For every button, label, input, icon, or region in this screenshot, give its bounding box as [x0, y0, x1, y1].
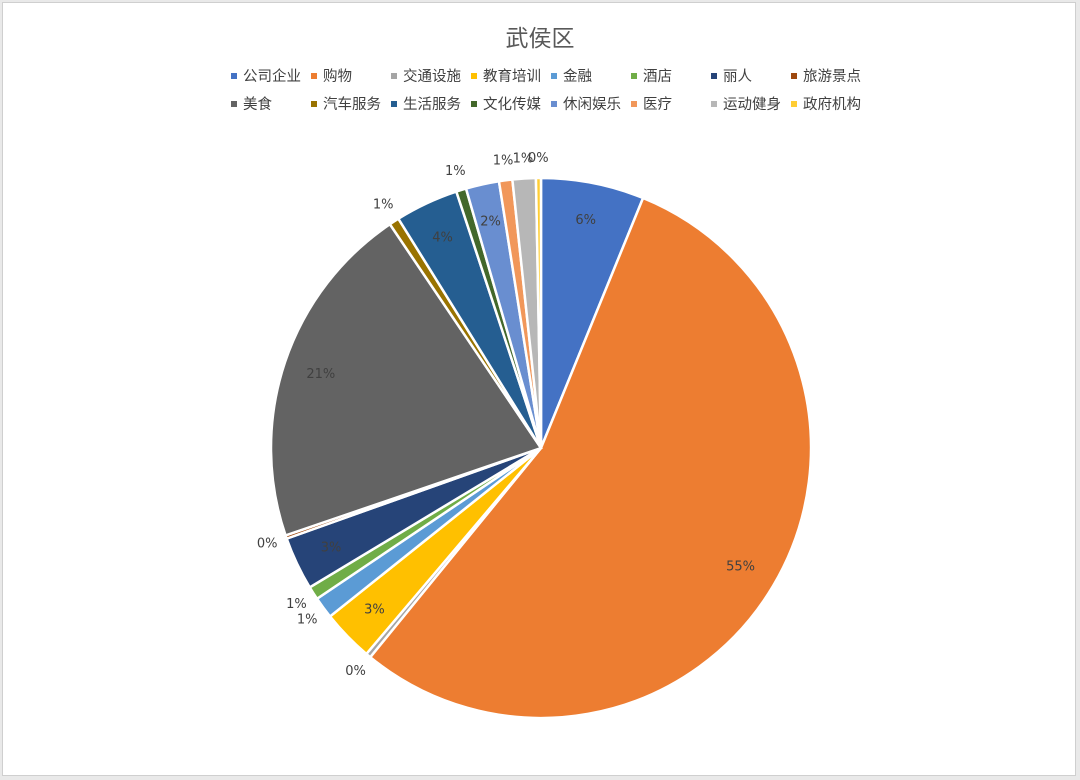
legend-item[interactable]: 运动健身 — [711, 93, 791, 114]
legend-swatch — [231, 72, 237, 79]
data-label: 4% — [432, 231, 453, 246]
legend-label: 美食 — [243, 97, 272, 113]
legend-swatch — [551, 100, 557, 107]
legend-label: 公司企业 — [243, 69, 301, 85]
legend-label: 金融 — [563, 69, 592, 85]
data-label: 0% — [345, 664, 366, 679]
legend-label: 运动健身 — [723, 97, 781, 113]
legend-item[interactable]: 公司企业 — [231, 65, 311, 86]
data-label: 0% — [257, 537, 278, 552]
legend-label: 丽人 — [723, 69, 752, 85]
chart-title: 武侯区 — [505, 26, 575, 52]
data-label: 6% — [575, 213, 596, 228]
legend-swatch — [311, 72, 317, 79]
data-label: 1% — [513, 152, 534, 167]
legend-swatch — [791, 100, 797, 107]
data-label: 21% — [306, 367, 335, 382]
data-label: 1% — [493, 154, 514, 169]
legend-item[interactable]: 休闲娱乐 — [551, 93, 631, 114]
data-label: 1% — [373, 198, 394, 213]
legend-swatch — [311, 100, 317, 107]
legend-label: 生活服务 — [403, 97, 461, 113]
legend: 公司企业 购物 交通设施 教育培训 金融 酒店 丽人 旅游景点美食 汽车服务 生活服务 文化传媒 休闲… — [231, 65, 891, 114]
legend-swatch — [791, 72, 797, 79]
legend-label: 购物 — [323, 69, 352, 85]
legend-label: 旅游景点 — [803, 69, 861, 85]
legend-item[interactable]: 政府机构 — [791, 93, 871, 114]
legend-label: 文化传媒 — [483, 97, 541, 113]
data-label: 1% — [445, 164, 466, 179]
data-label: 3% — [364, 603, 385, 618]
legend-item[interactable]: 旅游景点 — [791, 65, 871, 86]
data-label: 1% — [286, 597, 307, 612]
legend-item[interactable]: 汽车服务 — [311, 93, 391, 114]
legend-swatch — [631, 100, 637, 107]
legend-item[interactable]: 医疗 — [631, 93, 711, 114]
legend-label: 政府机构 — [803, 97, 861, 113]
legend-swatch — [391, 100, 397, 107]
legend-swatch — [231, 100, 237, 107]
legend-label: 休闲娱乐 — [563, 97, 621, 113]
data-label: 2% — [480, 214, 501, 229]
data-label: 55% — [726, 560, 755, 575]
legend-item[interactable]: 金融 — [551, 65, 631, 86]
data-label: 1% — [297, 613, 318, 628]
legend-swatch — [471, 100, 477, 107]
legend-swatch — [471, 72, 477, 79]
legend-item[interactable]: 生活服务 — [391, 93, 471, 114]
data-label: 3% — [321, 540, 342, 555]
data-label: 0% — [528, 151, 549, 166]
legend-item[interactable]: 教育培训 — [471, 65, 551, 86]
pie-slice[interactable] — [534, 176, 543, 449]
legend-swatch — [711, 72, 717, 79]
legend-item[interactable]: 购物 — [311, 65, 391, 86]
legend-item[interactable]: 美食 — [231, 93, 311, 114]
legend-swatch — [551, 72, 557, 79]
legend-label: 交通设施 — [403, 69, 461, 85]
legend-swatch — [631, 72, 637, 79]
legend-label: 汽车服务 — [323, 97, 381, 113]
pie-slice[interactable] — [269, 222, 543, 538]
legend-label: 教育培训 — [483, 69, 541, 85]
legend-label: 医疗 — [643, 97, 672, 113]
legend-swatch — [711, 100, 717, 107]
legend-item[interactable]: 丽人 — [711, 65, 791, 86]
legend-label: 酒店 — [643, 69, 672, 85]
pie-slice[interactable] — [368, 196, 813, 720]
legend-item[interactable]: 酒店 — [631, 65, 711, 86]
legend-item[interactable]: 文化传媒 — [471, 93, 551, 114]
legend-item[interactable]: 交通设施 — [391, 65, 471, 86]
legend-swatch — [391, 72, 397, 79]
